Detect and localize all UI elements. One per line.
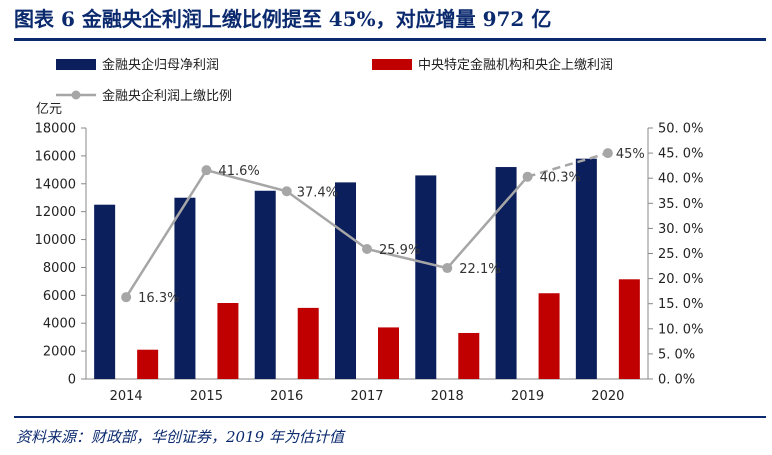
right-tick-label: 10. 0% (658, 322, 703, 337)
x-tick-label: 2019 (511, 389, 544, 404)
legend-swatch-net-profit (56, 59, 96, 70)
bar-remitted-profit (297, 307, 319, 379)
right-tick-label: 35. 0% (658, 197, 703, 212)
right-tick-label: 5. 0% (658, 347, 695, 362)
left-tick-label: 4000 (43, 317, 76, 332)
right-tick-label: 30. 0% (658, 222, 703, 237)
ratio-line (121, 148, 613, 303)
bar-remitted-profit (217, 303, 239, 379)
bar-net-profit (94, 204, 116, 379)
right-tick-label: 50. 0% (658, 122, 703, 137)
ratio-data-label: 37.4% (297, 185, 338, 200)
legend-label-ratio: 金融央企利润上缴比例 (102, 88, 232, 104)
data-labels: 16.3% 41.6% 37.4% 25.9% 22.1% 40.3% 45% (138, 147, 645, 306)
bars (94, 158, 640, 379)
x-tick-label: 2016 (270, 389, 303, 404)
bar-remitted-profit (618, 279, 640, 379)
ratio-point (602, 148, 613, 159)
left-tick-label: 14000 (35, 177, 76, 192)
bar-net-profit (335, 182, 356, 379)
x-tick-label: 2015 (190, 389, 223, 404)
x-tick-label: 2017 (350, 389, 383, 404)
left-tick-label: 18000 (35, 122, 76, 137)
ratio-data-label: 22.1% (459, 262, 500, 277)
ratio-point (362, 243, 372, 254)
legend: 金融央企归母净利润 中央特定金融机构和央企上缴利润 金融央企利润上缴比例 (56, 57, 613, 104)
ratio-point (201, 165, 212, 176)
figure-title: 图表 6 金融央企利润上缴比例提至 45%，对应增量 972 亿 (14, 7, 552, 31)
right-tick-label: 45. 0% (658, 147, 703, 162)
right-tick-label: 20. 0% (658, 272, 703, 287)
ratio-data-label: 45% (616, 147, 645, 162)
left-tick-label: 12000 (35, 205, 76, 220)
legend-label-remitted-profit: 中央特定金融机构和央企上缴利润 (418, 57, 613, 73)
bar-remitted-profit (137, 349, 159, 379)
x-tick-label: 2020 (591, 389, 624, 404)
right-tick-label: 0. 0% (658, 373, 695, 388)
source-note: 资料来源：财政部，华创证券，2019 年为估计值 (16, 428, 344, 446)
y-axis-unit-label: 亿元 (36, 102, 62, 117)
right-tick-label: 25. 0% (658, 247, 703, 262)
axes: 0 2000 4000 6000 8000 10000 12000 14000 16000 180… (35, 122, 704, 405)
left-tick-label: 16000 (35, 149, 76, 164)
legend-label-net-profit: 金融央企归母净利润 (102, 57, 219, 73)
bar-net-profit (174, 197, 196, 379)
x-tick-label: 2014 (110, 389, 143, 404)
ratio-data-label: 40.3% (540, 171, 581, 186)
title-divider (14, 38, 766, 41)
footer-divider (14, 416, 766, 418)
bar-net-profit (415, 175, 437, 379)
legend-swatch-remitted-profit (372, 59, 412, 70)
bar-remitted-profit (538, 293, 560, 379)
ratio-line-dashed (527, 151, 609, 178)
ratio-data-label: 16.3% (138, 291, 179, 306)
right-tick-label: 40. 0% (658, 172, 703, 187)
left-tick-label: 10000 (35, 233, 76, 248)
x-tick-label: 2018 (431, 389, 464, 404)
bar-remitted-profit (458, 332, 480, 379)
ratio-data-label: 41.6% (218, 164, 259, 179)
left-tick-label: 8000 (43, 261, 76, 276)
legend-swatch-ratio-marker (71, 90, 81, 100)
bar-net-profit (495, 167, 517, 379)
ratio-line-solid (125, 168, 529, 298)
right-tick-label: 15. 0% (658, 297, 703, 312)
bar-net-profit (254, 190, 276, 379)
ratio-data-label: 25.9% (379, 243, 420, 258)
bar-remitted-profit (378, 327, 399, 379)
ratio-point (121, 292, 132, 303)
left-tick-label: 2000 (43, 345, 76, 360)
left-tick-label: 0 (68, 373, 76, 388)
ratio-point (442, 263, 453, 274)
ratio-point (281, 186, 292, 197)
ratio-point (522, 171, 533, 182)
left-tick-label: 6000 (43, 289, 76, 304)
bar-net-profit (575, 158, 597, 379)
